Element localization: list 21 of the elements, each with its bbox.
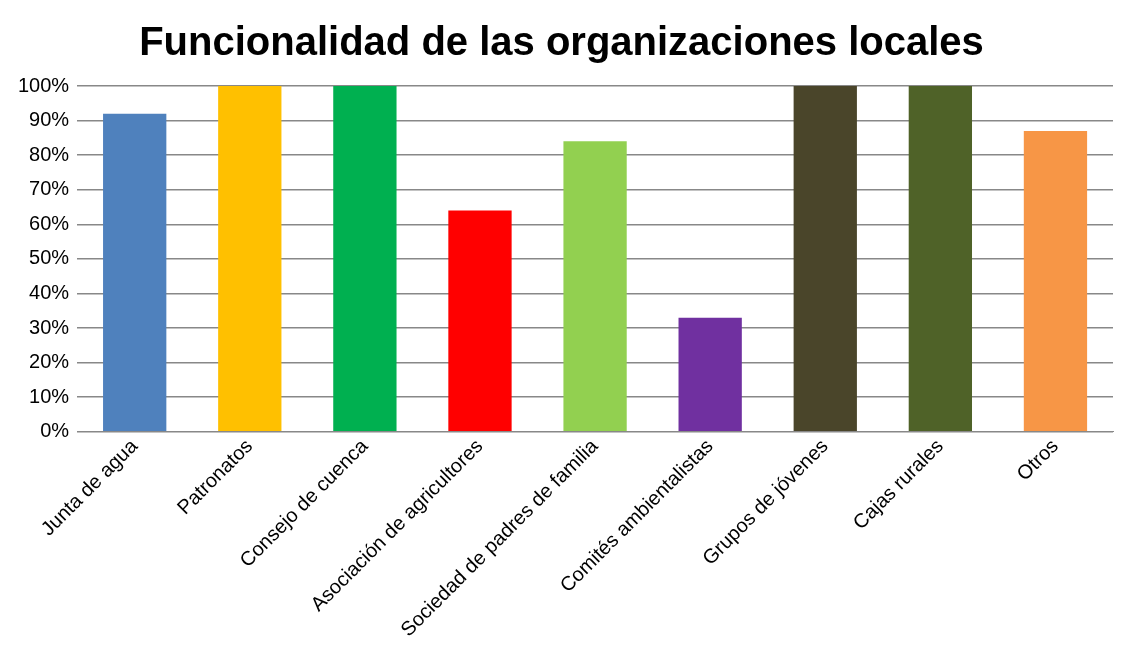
y-tick-label: 0% — [40, 419, 70, 442]
y-tick-label: 90% — [29, 108, 70, 131]
y-tick-label: 50% — [29, 246, 70, 269]
bar — [678, 317, 742, 432]
bar — [103, 113, 167, 432]
bar — [218, 86, 282, 432]
bar — [563, 141, 627, 432]
bar — [448, 210, 512, 432]
chart-title: Funcionalidad de las organizaciones locales — [139, 19, 984, 64]
y-tick-label: 100% — [18, 73, 70, 96]
y-tick-label: 70% — [29, 177, 70, 200]
bar — [333, 86, 397, 432]
bar — [793, 86, 857, 432]
y-tick-label: 10% — [29, 384, 70, 407]
y-tick-label: 20% — [29, 350, 70, 373]
bar — [908, 86, 973, 432]
y-tick-label: 40% — [29, 280, 70, 303]
bar — [1023, 130, 1088, 432]
y-tick-label: 80% — [29, 142, 70, 165]
y-tick-label: 60% — [29, 211, 70, 234]
y-tick-label: 30% — [29, 315, 70, 338]
